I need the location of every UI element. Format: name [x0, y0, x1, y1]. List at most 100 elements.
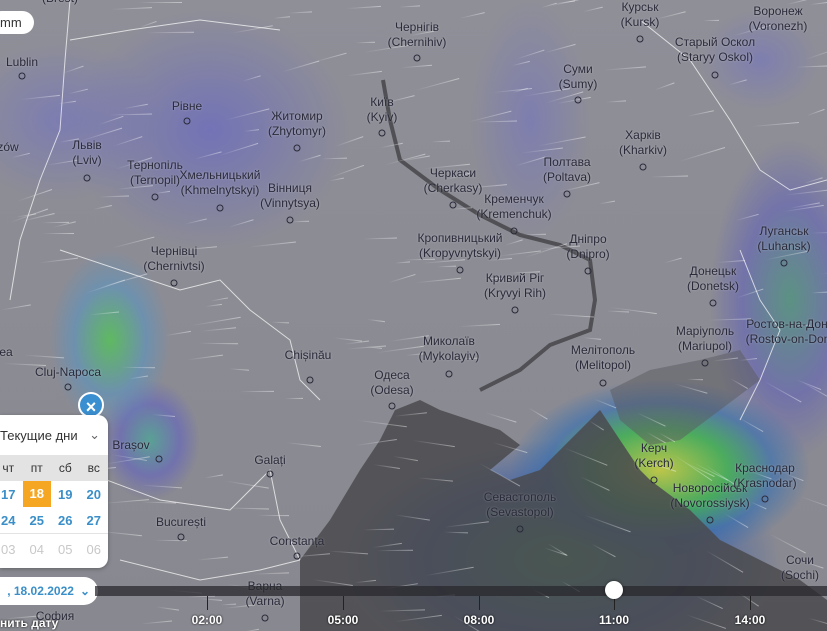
city-label: Lublin — [6, 55, 38, 70]
calendar-day[interactable]: 19 — [58, 486, 73, 502]
city-label: Дніпро (Dnipro) — [566, 232, 609, 262]
city-marker — [266, 470, 274, 478]
city-marker — [261, 614, 269, 622]
city-name: Воронеж — [753, 4, 803, 18]
timeline-label[interactable]: 08:00 — [463, 613, 495, 627]
city-label: Київ (Kyiv) — [367, 95, 398, 125]
city-marker — [516, 525, 524, 533]
wind-streak — [121, 366, 156, 369]
calendar-day-disabled: 05 — [58, 541, 73, 557]
city-name: Харків — [625, 128, 661, 142]
city-marker — [293, 144, 301, 152]
timeline-label[interactable]: 14:00 — [734, 613, 766, 627]
city-marker — [449, 201, 457, 209]
city-name: Вінниця — [268, 181, 312, 195]
city-marker — [510, 227, 518, 235]
borders — [0, 0, 827, 581]
city-label: Новоросійськ (Novorossiysk) — [670, 481, 749, 511]
city-label: Ростов-на-Дону (Rostov-on-Don) — [746, 317, 827, 347]
city-name: București — [155, 515, 207, 529]
city-latin-name: (Rostov-on-Don) — [745, 332, 827, 346]
calendar-day[interactable]: 17 — [1, 486, 16, 502]
calendar-day[interactable]: 26 — [58, 512, 73, 528]
city-label: Донецьк (Donetsk) — [687, 264, 739, 294]
wind-streak — [42, 232, 75, 234]
city-name: Маріуполь — [675, 324, 735, 338]
city-marker — [177, 533, 185, 541]
calendar-day-selected[interactable]: 18 — [22, 481, 51, 507]
wind-streak — [220, 603, 236, 605]
city-name: Севастополь — [483, 490, 557, 504]
city-name: Житомир — [271, 109, 323, 123]
timeline-handle[interactable] — [605, 581, 623, 599]
city-name: Новоросійськ — [672, 481, 748, 495]
timeline-label[interactable]: 05:00 — [327, 613, 359, 627]
city-marker — [639, 163, 647, 171]
calendar-day[interactable]: 27 — [86, 512, 101, 528]
city-label: Керч (Kerch) — [634, 441, 673, 471]
precipitation-unit-badge[interactable]: mm — [0, 11, 34, 34]
city-name: (Brest) — [42, 0, 78, 6]
city-marker — [711, 71, 719, 79]
city-name: Тернопіль — [127, 158, 183, 172]
wind-streak — [239, 390, 274, 392]
city-label: Cluj-Napoca — [35, 365, 101, 380]
calendar-week: 17 18 19 20 — [0, 481, 108, 507]
city-name: Луганськ — [759, 224, 809, 238]
city-latin-name: (Kremenchuk) — [476, 207, 552, 221]
city-latin-name: (Staryy Oskol) — [676, 50, 754, 64]
city-latin-name: (Sevastopol) — [486, 505, 554, 519]
city-latin-name: (Poltava) — [542, 170, 592, 184]
city-label: Краснодар (Krasnodar) — [733, 461, 796, 491]
city-label: Хмельницький (Khmelnytskyi) — [180, 168, 261, 198]
timeline-label[interactable]: 02:00 — [191, 613, 223, 627]
close-calendar-button[interactable]: × — [78, 392, 104, 418]
city-name: Brașov — [112, 438, 150, 452]
city-latin-name: (Odesa) — [370, 383, 414, 397]
weekday: чт — [2, 461, 15, 475]
city-label: Полтава (Poltava) — [543, 155, 591, 185]
change-date-link[interactable]: нить дату — [0, 616, 59, 630]
city-marker — [701, 359, 709, 367]
timeline-label[interactable]: 11:00 — [598, 613, 630, 627]
city-marker — [574, 96, 582, 104]
city-label: București — [156, 515, 206, 530]
city-latin-name: (Cherkasy) — [423, 181, 483, 195]
city-name: Мелітополь — [570, 343, 636, 357]
city-label: Сочи (Sochi) — [781, 553, 819, 583]
chevron-down-icon: ⌄ — [79, 584, 90, 598]
city-label: Вінниця (Vinnytsya) — [260, 181, 320, 211]
city-latin-name: (Donetsk) — [686, 279, 740, 293]
date-picker-button[interactable]: , 18.02.2022 ⌄ — [0, 577, 98, 605]
timeline-tick — [614, 596, 615, 610]
city-label: Чернігів (Chernihiv) — [388, 20, 447, 50]
city-marker — [761, 495, 769, 503]
city-label: Chișinău — [285, 348, 332, 363]
city-label: Миколаїв (Mykolayiv) — [419, 334, 480, 364]
range-select-value: Текущие дни — [0, 427, 78, 443]
wind-streak — [702, 19, 719, 21]
city-label: София — [36, 609, 74, 624]
city-name: Cluj-Napoca — [34, 365, 102, 379]
city-label: (Brest) — [42, 0, 78, 6]
unit-label: mm — [0, 15, 22, 30]
black-sea — [300, 400, 827, 631]
city-name: ea — [0, 345, 13, 359]
range-select[interactable]: Текущие дни ⌄ — [0, 415, 108, 455]
calendar-day[interactable]: 25 — [29, 512, 44, 528]
city-name: Рівне — [171, 99, 203, 113]
city-latin-name: (Kursk) — [620, 15, 660, 29]
calendar-day[interactable]: 24 — [1, 512, 16, 528]
sea-of-azov — [610, 350, 760, 445]
timeline-tick — [750, 596, 751, 610]
city-label: Суми (Sumy) — [559, 62, 598, 92]
city-label: Рівне — [172, 99, 202, 114]
timeline-track[interactable] — [95, 586, 827, 596]
calendar-week: 24 25 26 27 — [0, 507, 108, 533]
city-marker — [563, 190, 571, 198]
city-marker — [413, 54, 421, 62]
city-marker — [170, 279, 178, 287]
city-marker — [293, 552, 301, 560]
calendar-day[interactable]: 20 — [86, 486, 101, 502]
